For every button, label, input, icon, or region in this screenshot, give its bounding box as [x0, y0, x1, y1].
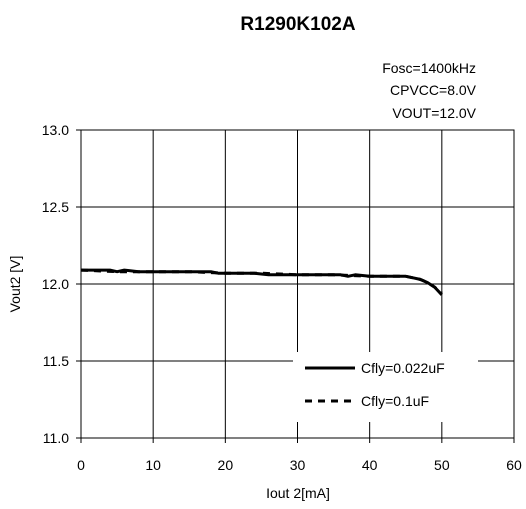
x-tick-label: 30 [290, 457, 306, 473]
series-line-cfly-01uf [80, 268, 443, 295]
tick-labels: 0 10 20 30 40 50 60 11.0 11.5 12.0 12.5 13.0 [42, 122, 522, 473]
condition-cpvcc: CPVCC=8.0V [390, 82, 477, 98]
x-tick-label: 40 [362, 457, 378, 473]
condition-fosc: Fosc=1400kHz [382, 60, 476, 76]
legend-box [293, 352, 478, 422]
legend-label-01uf: Cfly=0.1uF [361, 393, 429, 409]
x-axis-label: Iout 2[mA] [266, 485, 330, 501]
chart-title: R1290K102A [240, 14, 355, 35]
x-tick-label: 50 [434, 457, 450, 473]
y-tick-label: 11.5 [43, 353, 69, 369]
y-tick-label: 12.5 [42, 199, 69, 215]
y-tick-label: 12.0 [42, 276, 69, 292]
condition-vout: VOUT=12.0V [392, 105, 476, 121]
x-tick-label: 0 [77, 457, 85, 473]
y-tick-label: 11.0 [43, 430, 69, 446]
x-tick-label: 60 [506, 457, 522, 473]
y-axis-label: Vout2 [V] [7, 256, 23, 313]
series-lines [80, 268, 443, 296]
legend-label-0022uf: Cfly=0.022uF [361, 360, 445, 376]
series-line-cfly-0022uf [81, 268, 443, 296]
x-tick-label: 10 [145, 457, 161, 473]
legend: Cfly=0.022uF Cfly=0.1uF [293, 352, 478, 422]
y-tick-label: 13.0 [42, 122, 69, 138]
x-tick-label: 20 [218, 457, 234, 473]
